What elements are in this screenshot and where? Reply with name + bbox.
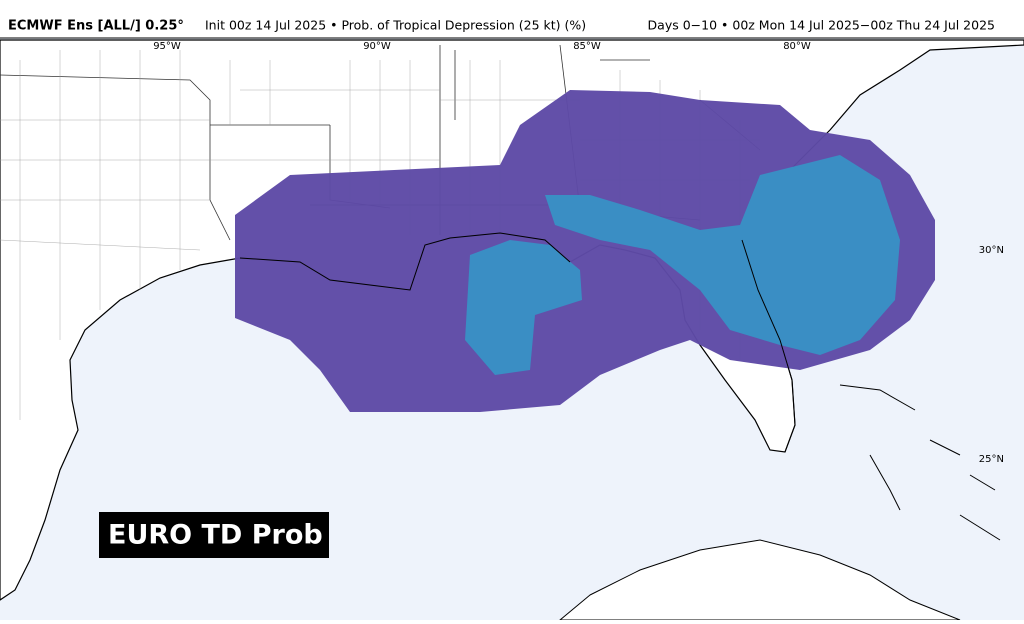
header-subtitle: Init 00z 14 Jul 2025 • Prob. of Tropical… [205, 18, 586, 33]
longitude-label: 80°W [783, 41, 811, 52]
coastline [239, 232, 796, 453]
bahamas [839, 384, 1001, 541]
latitude-label: 25°N [979, 454, 1004, 465]
longitude-label: 85°W [573, 41, 601, 52]
header-bar [0, 0, 1024, 38]
overlay-label-box [99, 512, 329, 558]
overlay-label: EURO TD Prob [108, 520, 323, 551]
probability-high [465, 240, 582, 375]
header-title: ECMWF Ens [ALL/] 0.25° [8, 19, 184, 34]
latitude-label: 30°N [979, 245, 1004, 256]
header-valid: Days 0−10 • 00z Mon 14 Jul 2025−00z Thu … [648, 18, 995, 33]
longitude-label: 95°W [153, 41, 181, 52]
probability-high [545, 155, 900, 355]
longitude-label: 90°W [363, 41, 391, 52]
